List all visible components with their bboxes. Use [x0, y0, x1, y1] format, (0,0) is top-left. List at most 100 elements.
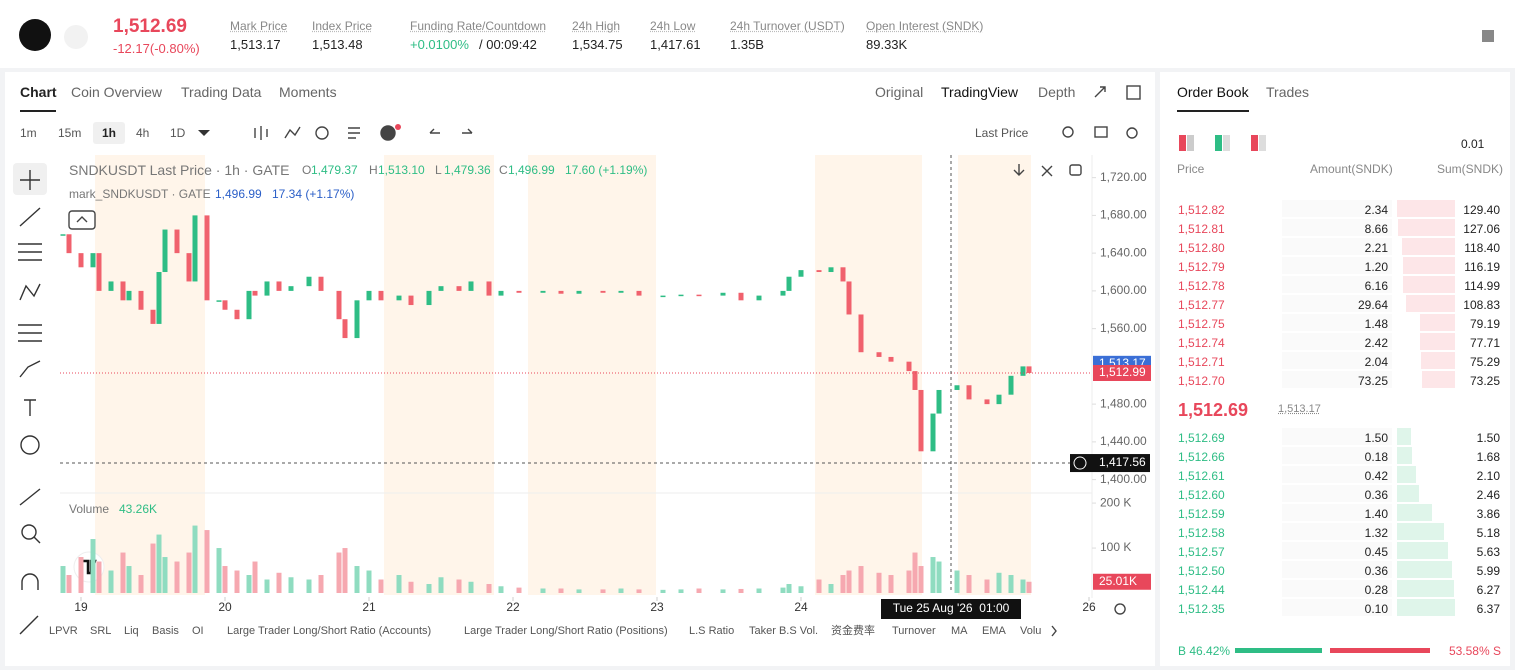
indicator[interactable]: Taker B.S Vol.	[749, 625, 819, 637]
view-tab[interactable]: Depth	[1038, 84, 1076, 100]
volume-bar	[540, 588, 546, 593]
drawing-toolbar[interactable]	[13, 163, 47, 635]
indicator[interactable]: Large Trader Long/Short Ratio (Positions…	[464, 625, 668, 637]
volume-tick-label: 100 K	[1100, 540, 1131, 554]
stat-value: 1.35B	[730, 37, 764, 52]
volume-bar	[306, 579, 312, 593]
sum-bar	[1419, 314, 1455, 331]
indicator[interactable]: LPVR	[49, 625, 78, 637]
interval[interactable]: 1h	[102, 126, 117, 140]
volume-bar	[906, 570, 912, 593]
price-type[interactable]: Last Price	[975, 126, 1029, 140]
toolbar-icons[interactable]	[68, 85, 1141, 637]
interval[interactable]: 4h	[136, 126, 150, 140]
volume-bar	[288, 577, 294, 593]
tab-underline	[20, 110, 56, 112]
volume-bar	[1020, 579, 1026, 593]
volume-bar	[468, 581, 474, 593]
book-sum: 2.10	[1476, 469, 1500, 483]
x-tick-label: 24	[794, 600, 808, 614]
candle	[486, 281, 492, 296]
view-tab[interactable]: TradingView	[941, 84, 1019, 100]
mark-title: mark_SNDKUSDT · GATE	[69, 187, 211, 201]
row-bg	[1282, 333, 1392, 350]
interval[interactable]: 1m	[20, 126, 37, 140]
volume-bar	[162, 557, 168, 593]
indicator[interactable]: OI	[192, 625, 204, 637]
sum-bar	[1422, 371, 1455, 388]
volume-bar	[408, 581, 414, 593]
interval[interactable]: 1D	[170, 126, 186, 140]
row-bg	[1282, 599, 1392, 616]
view-tab[interactable]: Original	[875, 84, 924, 100]
book-amount: 1.40	[1364, 507, 1388, 521]
indicator[interactable]: 资金费率	[831, 625, 875, 637]
volume-bar	[216, 548, 222, 593]
volume-bar	[342, 548, 348, 593]
book-price: 1,512.80	[1178, 241, 1225, 255]
candle	[66, 234, 72, 254]
candle	[828, 267, 834, 273]
book-price: 1,512.44	[1178, 583, 1225, 597]
sum-bar	[1398, 219, 1455, 236]
chart-tab[interactable]: Moments	[279, 84, 337, 100]
indicator[interactable]: Turnover	[892, 625, 936, 637]
favorite-button[interactable]	[64, 25, 88, 49]
volume-bar	[930, 557, 936, 593]
y-tick-label: 1,560.00	[1100, 321, 1147, 335]
book-sum: 6.27	[1476, 583, 1500, 597]
volume-bar	[186, 552, 192, 593]
indicator[interactable]: Large Trader Long/Short Ratio (Accounts)	[227, 625, 432, 637]
indicator[interactable]: SRL	[90, 625, 112, 637]
chart-tab[interactable]: Trading Data	[181, 84, 262, 100]
candle	[60, 234, 66, 236]
book-mode-icon	[1251, 135, 1258, 151]
x-tick-label: 22	[506, 600, 520, 614]
volume-bar	[798, 586, 804, 593]
top-bar	[0, 0, 1515, 68]
book-mode-icon	[1259, 135, 1266, 151]
stat-label: Mark Price	[230, 19, 288, 33]
sum-bar	[1397, 542, 1449, 559]
y-tick-label: 1,680.00	[1100, 208, 1147, 222]
coin-logo	[19, 19, 51, 51]
indicator[interactable]: Liq	[124, 625, 139, 637]
candle	[126, 290, 132, 301]
sum-bar	[1397, 523, 1445, 540]
x-tick-label: 19	[74, 600, 88, 614]
book-tab[interactable]: Trades	[1266, 84, 1310, 100]
book-amount: 2.34	[1364, 203, 1388, 217]
precision[interactable]: 0.01	[1461, 137, 1485, 151]
indicator[interactable]: Basis	[152, 625, 179, 637]
book-price: 1,512.70	[1178, 374, 1225, 388]
candle	[186, 253, 192, 282]
indicator[interactable]: EMA	[982, 625, 1006, 637]
volume-bar	[246, 575, 252, 593]
candle	[456, 286, 462, 291]
book-amount: 0.42	[1364, 469, 1388, 483]
indicator[interactable]: MA	[951, 625, 968, 637]
ohlc-value: 1,513.10	[378, 163, 425, 177]
book-price: 1,512.75	[1178, 317, 1225, 331]
indicator[interactable]: L.S Ratio	[689, 625, 735, 637]
book-tab[interactable]: Order Book	[1177, 84, 1249, 100]
candle	[138, 290, 144, 310]
indicator[interactable]: Volu	[1020, 625, 1042, 637]
book-price: 1,512.66	[1178, 450, 1225, 464]
book-amount: 73.25	[1357, 374, 1388, 388]
volume-bar	[678, 589, 684, 593]
column-header: Sum(SNDK)	[1437, 162, 1504, 176]
chart-tab[interactable]: Coin Overview	[71, 84, 163, 100]
stat-value: 1,417.61	[650, 37, 701, 52]
legend-title: SNDKUSDT Last Price · 1h · GATE	[69, 162, 290, 178]
y-tick-label: 1,600.00	[1100, 283, 1147, 297]
candle	[192, 215, 198, 282]
row-bg	[1282, 276, 1392, 293]
interval[interactable]: 15m	[58, 126, 82, 140]
sum-bar	[1397, 447, 1413, 464]
volume-bar	[576, 589, 582, 593]
volume-bar	[828, 584, 834, 593]
volume-bar	[78, 557, 84, 593]
x-tick-label: 20	[218, 600, 232, 614]
chart-tab[interactable]: Chart	[20, 84, 57, 100]
